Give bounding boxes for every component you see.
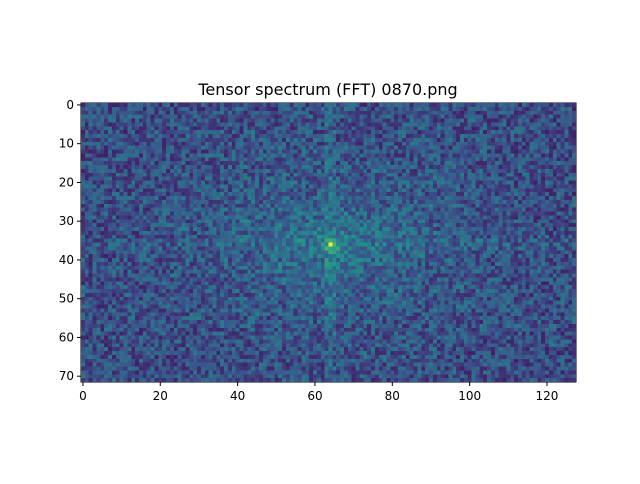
- y-tick-label: 0: [66, 98, 74, 112]
- x-tick-label: 120: [536, 389, 559, 403]
- y-tick-label: 50: [59, 292, 74, 306]
- y-tick-label: 10: [59, 137, 74, 151]
- chart-title: Tensor spectrum (FFT) 0870.png: [197, 80, 457, 99]
- y-axis-ticks: 0 10 20 30 40 50 60 70: [59, 98, 81, 383]
- y-tick-label: 40: [59, 253, 74, 267]
- heatmap-image: [81, 103, 576, 382]
- y-tick-label: 20: [59, 175, 74, 189]
- y-tick-label: 30: [59, 214, 74, 228]
- x-tick-label: 20: [153, 389, 168, 403]
- y-tick-label: 60: [59, 330, 74, 344]
- x-tick-label: 80: [385, 389, 400, 403]
- x-tick-label: 0: [79, 389, 87, 403]
- y-tick-label: 70: [59, 369, 74, 383]
- x-axis-ticks: 0 20 40 60 80 100 120: [79, 382, 558, 403]
- x-tick-label: 60: [307, 389, 322, 403]
- x-tick-label: 100: [458, 389, 481, 403]
- x-tick-label: 40: [230, 389, 245, 403]
